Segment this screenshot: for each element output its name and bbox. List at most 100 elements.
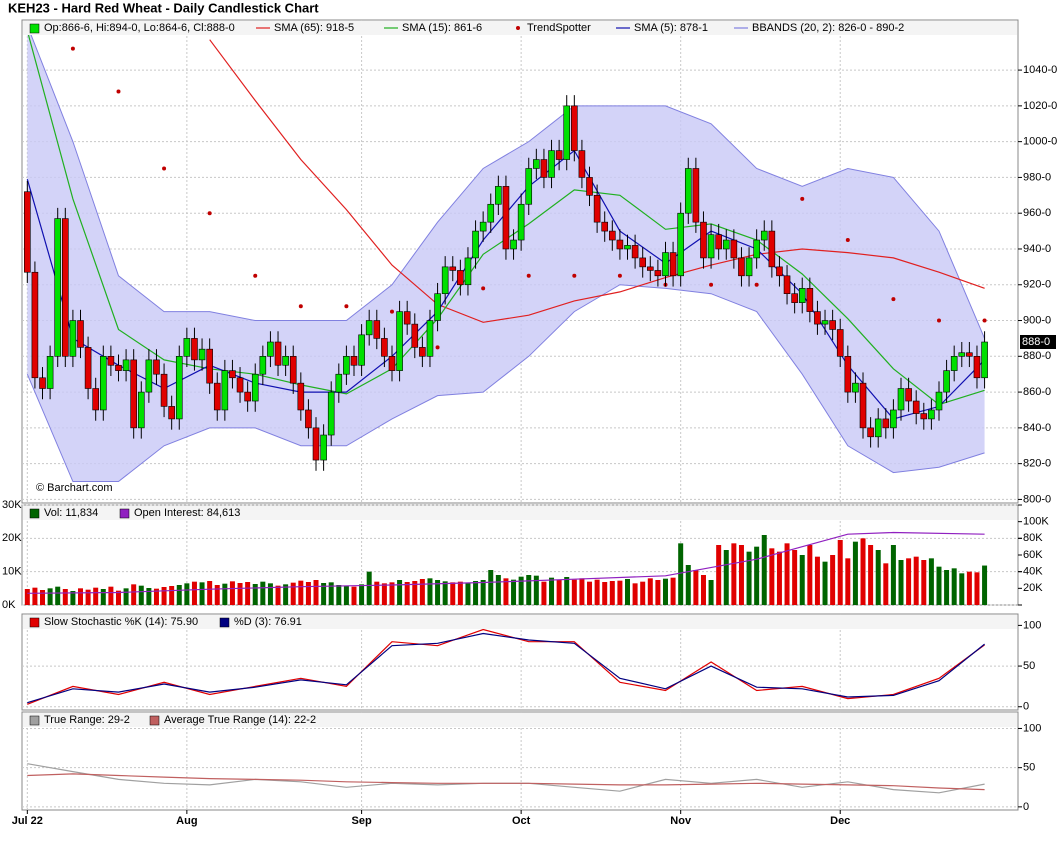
candle-body (464, 257, 472, 286)
volume-bar (609, 581, 615, 605)
volume-bar (602, 582, 608, 605)
volume-bar (229, 581, 235, 605)
volume-bar (716, 545, 722, 605)
y-tick-label: 840-0 (1023, 422, 1051, 434)
candle-body (578, 150, 586, 178)
volume-bar (799, 555, 805, 605)
volume-bar (928, 558, 934, 605)
candle-body (487, 203, 495, 223)
y2-tick-label: 40K (1023, 566, 1043, 578)
candle-body (684, 168, 692, 214)
candle-body (677, 212, 684, 277)
candle-body (669, 252, 677, 277)
y-tick-label: 960-0 (1023, 207, 1051, 219)
volume-bar (93, 587, 99, 605)
candle-body (798, 288, 806, 303)
trend-dot (253, 273, 258, 278)
candle-body (495, 186, 502, 205)
indicator-line (27, 632, 985, 704)
candle-body (571, 105, 578, 151)
trend-dot (936, 318, 941, 323)
volume-bar (366, 571, 372, 605)
candle-body (441, 266, 449, 295)
volume-bar (381, 583, 387, 605)
candle-body (251, 373, 259, 402)
legend-swatch (29, 508, 40, 519)
candle-body (221, 370, 229, 411)
candle-body (616, 239, 624, 250)
volume-bar (632, 583, 638, 605)
sma-line (209, 39, 985, 323)
candle-body (31, 271, 39, 379)
volume-bar (792, 550, 798, 605)
candle-body (966, 352, 973, 357)
candle-body (753, 239, 760, 259)
volume-bar (40, 590, 46, 605)
candle-body (107, 356, 115, 366)
volume-bar (533, 575, 539, 605)
trend-dot (298, 304, 303, 309)
candle-body (320, 434, 327, 461)
candle-body (54, 218, 62, 357)
band-lower (26, 284, 985, 483)
volume-bar (351, 586, 357, 605)
candle-body (555, 150, 563, 160)
candle-body (760, 230, 768, 241)
legend-label: SMA (65): 918-5 (274, 22, 354, 34)
legend-bg (23, 713, 1017, 727)
x-tick-label: Sep (352, 815, 372, 827)
volume-bar (579, 578, 585, 605)
volume-bar (587, 581, 593, 605)
volume-bar (571, 579, 577, 605)
candle-body (745, 257, 753, 277)
volume-bar (359, 584, 365, 605)
legend-swatch (29, 23, 40, 34)
candle-body (99, 356, 107, 411)
volume-bar (982, 565, 988, 605)
volume-bar (473, 581, 479, 605)
indicator-line (27, 773, 985, 791)
candle-body (950, 356, 958, 371)
candle-body (327, 391, 335, 436)
candle-body (130, 359, 137, 429)
y2-tick-label: 20K (1023, 582, 1043, 594)
candle-body (897, 388, 905, 411)
volume-bar (731, 543, 737, 605)
candle-body (768, 230, 776, 268)
volume-bar (169, 586, 175, 605)
volume-bar (822, 561, 828, 605)
volume-bar (723, 550, 729, 605)
candle-body (62, 218, 69, 357)
candle-body (791, 293, 798, 303)
volume-bar (115, 590, 121, 605)
candle-body (479, 221, 487, 232)
candle-body (145, 359, 153, 393)
trend-dot (116, 89, 121, 94)
candle-body (874, 418, 882, 438)
candle-body (92, 388, 99, 411)
volume-bar (852, 541, 858, 605)
volume-bar (450, 582, 456, 605)
y2-tick-label: 60K (1023, 549, 1043, 561)
candle-body (297, 382, 305, 411)
volume-bar (860, 538, 866, 605)
volume-bar (640, 581, 646, 605)
volume-bar (564, 577, 570, 605)
candle-body (836, 329, 844, 357)
x-tick-label: Dec (830, 815, 850, 827)
trend-dot (617, 273, 622, 278)
candle-body (601, 221, 609, 232)
legend-label: %D (3): 76.91 (234, 616, 302, 628)
y-tick-label: 0 (1023, 801, 1029, 813)
volume-bar (47, 588, 53, 605)
candle-body (426, 320, 434, 357)
volume-bar (207, 581, 213, 605)
trend-dot (344, 304, 349, 309)
legend-label: SMA (15): 861-6 (402, 22, 482, 34)
candle-body (69, 320, 77, 357)
candle-body (654, 270, 662, 277)
volume-bar (868, 545, 874, 605)
trend-dot (709, 282, 714, 287)
candle-body (175, 356, 183, 420)
volume-bar (549, 577, 555, 605)
